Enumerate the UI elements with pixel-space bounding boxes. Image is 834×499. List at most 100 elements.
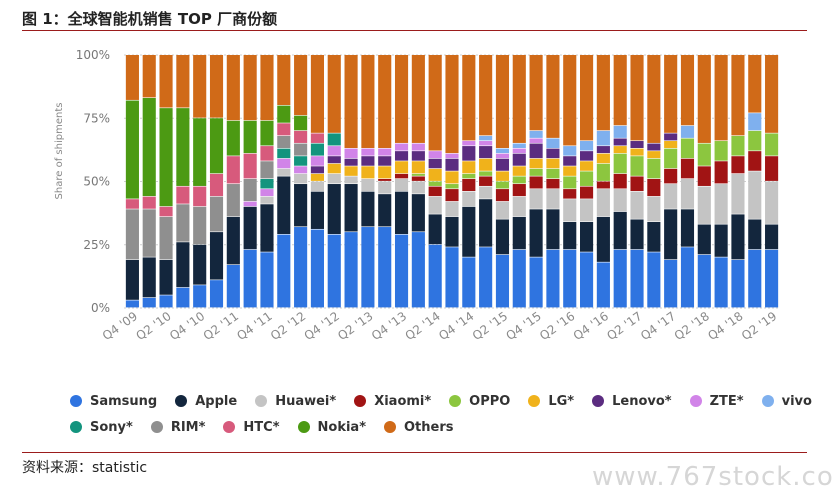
- bar-segment-lg: [394, 161, 409, 174]
- bar-segment-vivo: [680, 125, 695, 138]
- legend-item-huawei[interactable]: Huawei*: [255, 394, 336, 409]
- bar-segment-nokia: [125, 100, 139, 199]
- y-tick-label: 50%: [83, 175, 110, 189]
- bar-stack-q2-16: [563, 55, 577, 308]
- bar-segment-zte: [294, 166, 308, 174]
- bar-segment-rim: [226, 184, 240, 217]
- bar-segment-vivo: [512, 143, 526, 149]
- bar-segment-vivo: [748, 113, 762, 131]
- bar-segment-huawei: [462, 191, 476, 207]
- bar-segment-samsung: [260, 252, 274, 308]
- x-tick-label: Q2 '16: [537, 309, 577, 343]
- bar-segment-apple: [445, 216, 459, 247]
- bar-segment-samsung: [176, 287, 190, 308]
- bar-segment-vivo: [546, 138, 560, 149]
- bar-segment-zte: [361, 148, 375, 156]
- legend-label: HTC*: [243, 419, 280, 435]
- bar-segment-rim: [209, 196, 224, 232]
- bar-segment-xiaomi: [664, 168, 678, 184]
- bar-segment-huawei: [361, 178, 375, 192]
- bar-segment-huawei: [697, 186, 711, 224]
- bar-segment-samsung: [294, 227, 308, 308]
- bar-segment-xiaomi: [445, 189, 459, 202]
- bar-segment-lg: [495, 171, 510, 181]
- bar-segment-apple: [765, 224, 779, 250]
- bar-segment-apple: [680, 209, 695, 247]
- bar-segment-others: [411, 55, 425, 143]
- bar-segment-apple: [378, 194, 392, 227]
- bar-stack-q4-11: [260, 55, 274, 308]
- bar-segment-lg: [613, 146, 627, 154]
- legend-item-zte[interactable]: ZTE*: [689, 394, 744, 409]
- bar-stack-q2-10: [159, 55, 173, 308]
- bar-segment-huawei: [580, 199, 594, 222]
- bar-segment-lg: [361, 166, 375, 179]
- legend-item-nokia[interactable]: Nokia*: [297, 420, 366, 435]
- bar-segment-others: [159, 55, 173, 108]
- bar-segment-samsung: [546, 249, 560, 308]
- bar-segment-apple: [580, 221, 594, 252]
- bar-segment-xiaomi: [512, 184, 526, 197]
- bar-segment-zte: [277, 158, 291, 169]
- bar-segment-zte: [327, 146, 341, 156]
- legend-swatch: [70, 421, 82, 433]
- bar-segment-oppo: [613, 153, 627, 174]
- bar-segment-apple: [613, 211, 627, 250]
- bar-segment-huawei: [479, 186, 493, 199]
- bar-segment-huawei: [647, 196, 661, 222]
- bar-segment-samsung: [378, 227, 392, 308]
- bar-segment-zte: [529, 138, 543, 143]
- bar-segment-apple: [512, 216, 526, 250]
- legend-item-htc[interactable]: HTC*: [223, 419, 280, 435]
- legend-item-rim[interactable]: RIM*: [150, 420, 205, 435]
- bar-segment-lenovo: [445, 158, 459, 171]
- bar-segment-lenovo: [361, 156, 375, 166]
- bar-segment-lenovo: [394, 151, 409, 161]
- bar-segment-oppo: [680, 138, 695, 159]
- bar-segment-huawei: [277, 168, 291, 176]
- bar-segment-huawei: [630, 191, 644, 219]
- bar-stack-q3-11: [243, 55, 257, 308]
- bar-segment-apple: [159, 259, 173, 295]
- legend-item-samsung[interactable]: Samsung: [70, 394, 157, 409]
- legend-label: vivo: [781, 393, 812, 409]
- watermark: www.767stock.com: [592, 462, 834, 492]
- bar-segment-oppo: [596, 163, 610, 181]
- bar-segment-zte: [512, 148, 526, 154]
- bar-segment-rim: [125, 209, 139, 260]
- bar-stack-q1-15: [479, 55, 493, 308]
- legend-item-sony[interactable]: Sony*: [70, 420, 133, 435]
- bar-segment-nokia: [193, 118, 207, 186]
- bar-segment-apple: [529, 209, 543, 257]
- bar-segment-others: [630, 55, 644, 141]
- legend-item-others[interactable]: Others: [384, 420, 454, 435]
- bar-segment-zte: [428, 151, 442, 159]
- legend-item-lg[interactable]: LG*: [528, 394, 574, 409]
- bar-segment-lg: [529, 158, 543, 169]
- legend-item-oppo[interactable]: OPPO: [449, 394, 510, 409]
- bar-segment-oppo: [647, 158, 661, 179]
- x-tick-label: Q4 '13: [369, 309, 409, 343]
- bar-segment-xiaomi: [748, 151, 762, 171]
- bar-segment-huawei: [495, 201, 510, 219]
- bar-segment-lenovo: [613, 138, 627, 146]
- legend-item-xiaomi[interactable]: Xiaomi*: [354, 394, 431, 409]
- legend-row: Sony* RIM* HTC* Nokia* Others: [70, 414, 810, 440]
- legend-item-apple[interactable]: Apple: [175, 394, 237, 409]
- bar-segment-lenovo: [647, 143, 661, 151]
- bar-segment-others: [680, 55, 695, 126]
- legend-swatch: [592, 395, 605, 407]
- bar-segment-lenovo: [630, 141, 644, 149]
- bar-segment-oppo: [529, 168, 543, 176]
- legend-item-vivo[interactable]: vivo: [761, 393, 812, 409]
- bar-segment-lg: [428, 168, 442, 181]
- legend-item-lenovo[interactable]: Lenovo*: [592, 394, 672, 409]
- bar-segment-apple: [411, 194, 425, 232]
- bar-segment-oppo: [546, 168, 560, 179]
- bar-segment-samsung: [243, 249, 257, 308]
- bar-segment-rim: [193, 206, 207, 245]
- bar-segment-huawei: [714, 184, 728, 224]
- bar-segment-lg: [580, 161, 594, 171]
- bar-segment-xiaomi: [462, 178, 476, 192]
